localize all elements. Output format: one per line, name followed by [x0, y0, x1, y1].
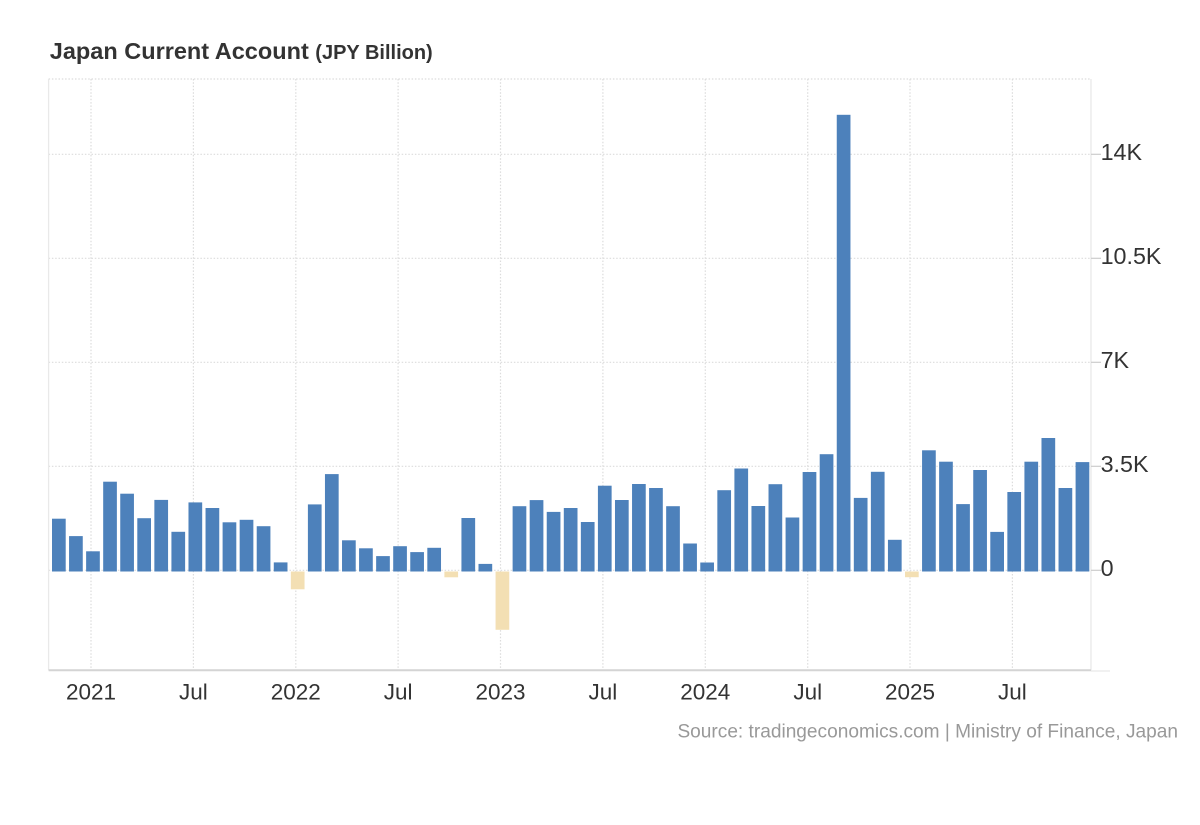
svg-text:2021: 2021	[66, 680, 116, 705]
svg-text:Jul: Jul	[384, 680, 413, 705]
svg-text:2022: 2022	[271, 680, 321, 705]
svg-text:Jul: Jul	[998, 680, 1027, 705]
svg-text:14K: 14K	[1101, 139, 1143, 165]
svg-text:10.5K: 10.5K	[1101, 243, 1162, 269]
svg-text:0: 0	[1101, 555, 1114, 581]
svg-text:2023: 2023	[475, 680, 525, 705]
svg-text:2024: 2024	[680, 680, 730, 705]
svg-text:Japan Current Account (JPY Bil: Japan Current Account (JPY Billion)	[50, 38, 433, 64]
svg-text:Jul: Jul	[793, 680, 822, 705]
svg-text:3.5K: 3.5K	[1101, 451, 1149, 477]
svg-text:Jul: Jul	[589, 680, 618, 705]
svg-text:7K: 7K	[1101, 347, 1130, 373]
svg-text:Jul: Jul	[179, 680, 208, 705]
svg-text:2025: 2025	[885, 680, 935, 705]
svg-text:Source: tradingeconomics.com |: Source: tradingeconomics.com | Ministry …	[677, 722, 1178, 743]
